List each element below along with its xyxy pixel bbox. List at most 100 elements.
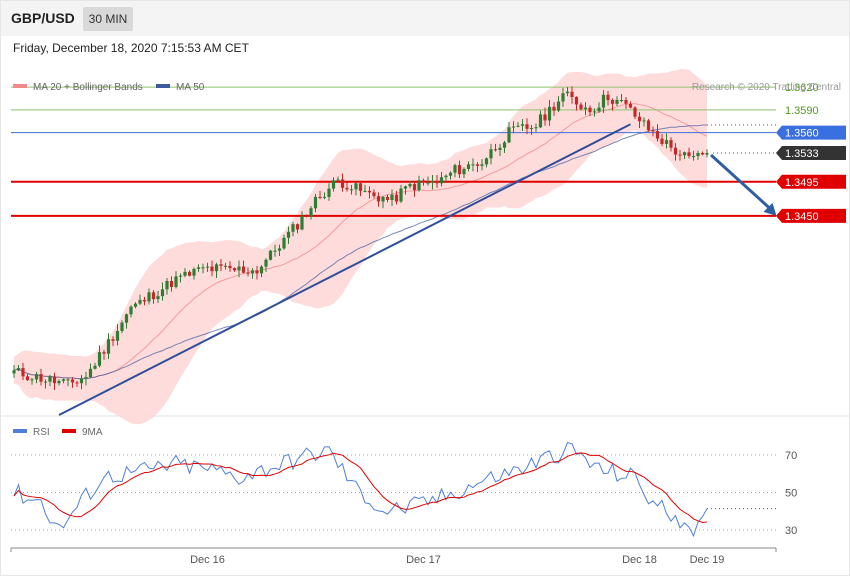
candle-body [147, 292, 151, 302]
candle-body [120, 322, 124, 331]
forecast-arrowhead [763, 202, 777, 216]
level-tag [776, 174, 846, 189]
candle-body [435, 181, 439, 184]
candle-body [169, 280, 174, 288]
level-tag [776, 146, 846, 161]
level-tag [776, 208, 846, 223]
candle-body [646, 120, 651, 131]
candle-body [502, 142, 507, 148]
candle-body [291, 224, 295, 232]
candle-body [241, 266, 246, 273]
x-tick-label: Dec 16 [190, 554, 225, 566]
candle-body [579, 104, 583, 110]
candle-body [610, 100, 615, 104]
candle-body [457, 165, 462, 175]
candle-body [232, 268, 237, 271]
candle-body [484, 158, 489, 165]
candle-body [66, 379, 70, 381]
candle-body [210, 266, 214, 272]
candle-body [187, 271, 192, 276]
candle-body [174, 276, 178, 288]
candle-body [538, 114, 543, 128]
candle-body [30, 379, 34, 381]
candle-body [367, 190, 372, 193]
candle-body [286, 231, 291, 238]
candle-body [52, 376, 57, 384]
level-label: 1.3450 [785, 211, 819, 223]
candle-body [570, 91, 574, 97]
candle-body [696, 153, 700, 157]
candle-body [376, 196, 381, 202]
candle-body [165, 280, 169, 290]
level-label: 1.3533 [785, 148, 819, 160]
candle-body [43, 381, 48, 383]
candle-body [592, 111, 597, 113]
candle-body [597, 107, 601, 112]
candle-body [529, 128, 534, 130]
timeframe-button[interactable]: 30 MIN [83, 7, 133, 31]
candle-body [673, 147, 678, 155]
level-label: 1.3560 [785, 128, 819, 140]
candle-body [61, 379, 66, 381]
candle-body [543, 114, 547, 121]
candle-body [606, 94, 610, 101]
bollinger-band [14, 68, 707, 425]
candle-body [628, 103, 633, 108]
candle-body [556, 101, 561, 111]
candle-body [453, 165, 457, 173]
candle-body [151, 292, 156, 300]
candle-body [192, 268, 196, 276]
candle-body [300, 215, 304, 230]
candle-body [84, 377, 88, 379]
candle-body [16, 368, 21, 371]
candle-body [327, 188, 331, 197]
candle-body [214, 264, 219, 272]
candle-body [381, 196, 385, 202]
candle-body [421, 180, 426, 183]
candle-body [633, 107, 637, 117]
candle-body [489, 149, 493, 159]
candle-body [133, 303, 138, 307]
candle-body [520, 124, 525, 126]
candle-body [250, 270, 255, 274]
candle-body [426, 182, 430, 184]
candle-body [408, 184, 412, 187]
candle-body [12, 370, 16, 374]
candle-body [475, 164, 480, 166]
candle-body [678, 154, 682, 156]
rsi-tick-label: 50 [785, 488, 797, 500]
level-tag [776, 125, 846, 140]
candle-body [255, 270, 259, 274]
candle-body [705, 153, 709, 155]
candle-body [102, 352, 106, 354]
candle-body [412, 184, 417, 191]
candle-body [655, 131, 660, 139]
candle-body [660, 138, 664, 144]
candle-body [228, 265, 232, 269]
candle-body [525, 124, 529, 129]
candle-body [178, 275, 183, 277]
copyright: Research © 2020 Trading Central [692, 82, 841, 93]
forecast-arrow [709, 153, 773, 211]
candle-body [70, 379, 75, 383]
x-tick-label: Dec 17 [406, 554, 441, 566]
ma50-line [13, 124, 707, 380]
candle-body [295, 224, 300, 230]
candle-body [687, 152, 691, 157]
candle-body [637, 116, 642, 122]
rsi-ma-line [13, 452, 708, 524]
candle-body [565, 91, 570, 94]
candle-body [682, 152, 687, 156]
candle-body [304, 215, 309, 217]
candle-body [79, 378, 84, 384]
candle-body [75, 382, 79, 384]
candle-body [669, 140, 673, 148]
candle-body [624, 100, 628, 104]
candle-body [547, 106, 552, 121]
candle-body [201, 267, 205, 269]
ma20-line [13, 103, 708, 380]
candle-body [246, 272, 250, 274]
candle-body [403, 186, 408, 189]
legend-label: 9MA [82, 427, 103, 438]
